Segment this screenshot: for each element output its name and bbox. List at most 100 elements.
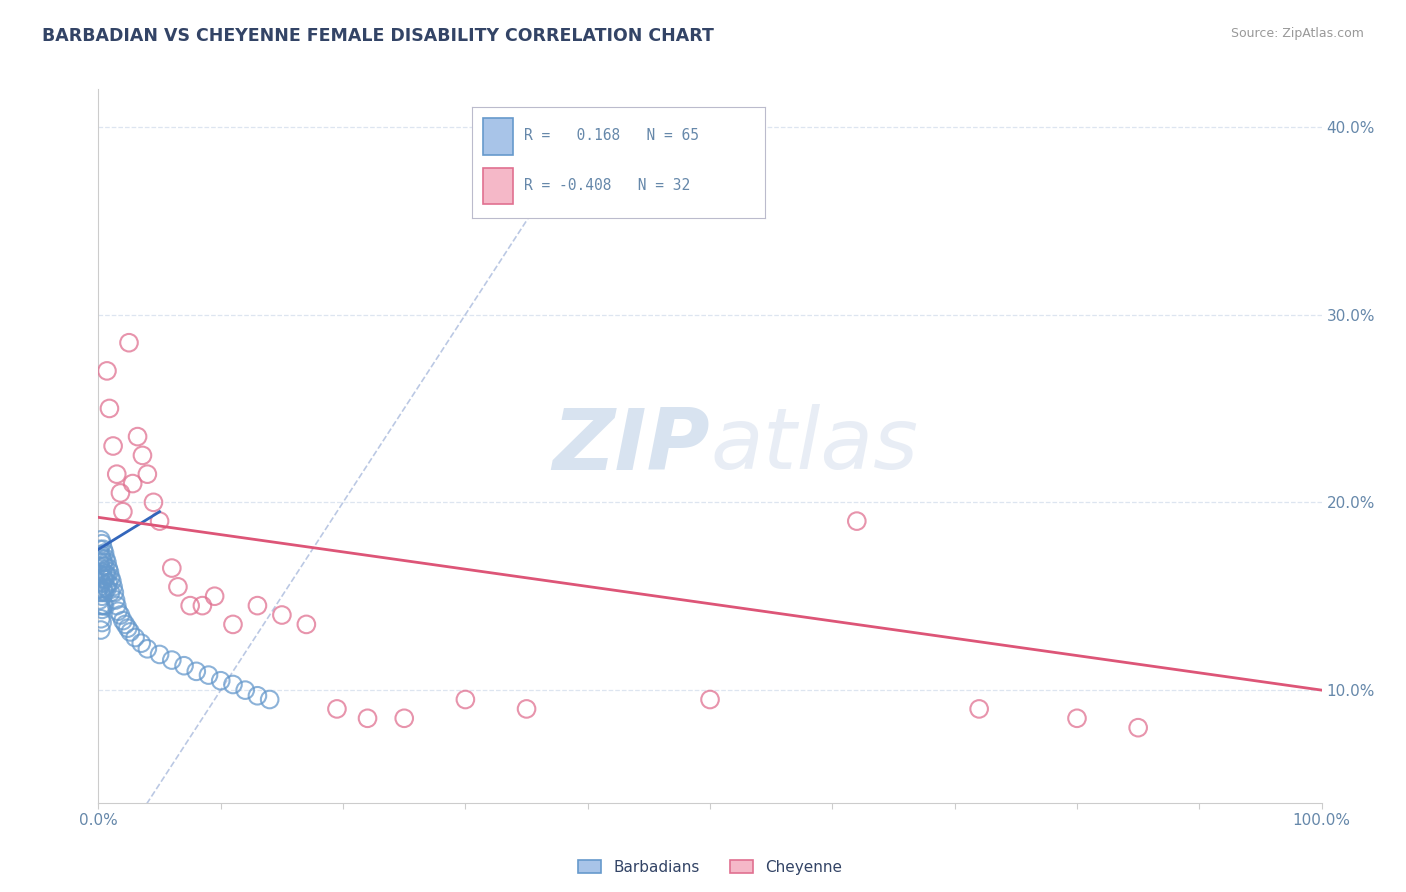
Point <box>90 599 112 613</box>
Point <box>89 556 111 570</box>
Point <box>246 689 269 703</box>
Point <box>89 542 111 557</box>
Point <box>91 570 114 584</box>
Text: ZIP: ZIP <box>553 404 710 488</box>
Point <box>233 683 256 698</box>
Point <box>160 653 183 667</box>
Point <box>97 576 120 591</box>
Point <box>967 702 990 716</box>
Legend: Barbadians, Cheyenne: Barbadians, Cheyenne <box>572 854 848 880</box>
Point <box>91 589 114 603</box>
Point <box>129 636 152 650</box>
Point <box>107 604 129 618</box>
Point <box>120 624 142 639</box>
Point <box>110 486 132 500</box>
Point <box>136 641 159 656</box>
Point <box>1066 711 1088 725</box>
Point <box>246 599 269 613</box>
Point <box>127 429 149 443</box>
Point <box>103 585 125 599</box>
Point <box>515 702 537 716</box>
Point <box>93 599 115 613</box>
Point <box>94 566 117 581</box>
Point <box>105 599 128 613</box>
Point <box>131 449 153 463</box>
Point <box>149 648 172 662</box>
Point <box>94 551 117 566</box>
Point <box>1128 721 1150 735</box>
Point <box>90 623 112 637</box>
Point <box>209 673 232 688</box>
Point <box>105 467 128 482</box>
Point <box>96 582 118 596</box>
Point <box>295 617 318 632</box>
Point <box>142 495 165 509</box>
Point <box>91 551 114 566</box>
Point <box>454 692 477 706</box>
Point <box>89 566 111 581</box>
Point <box>111 614 134 628</box>
Point <box>100 570 122 584</box>
Point <box>204 589 226 603</box>
Text: BARBADIAN VS CHEYENNE FEMALE DISABILITY CORRELATION CHART: BARBADIAN VS CHEYENNE FEMALE DISABILITY … <box>42 27 714 45</box>
Point <box>89 593 111 607</box>
Point <box>91 565 114 579</box>
Point <box>149 514 172 528</box>
Point <box>197 668 219 682</box>
Point <box>90 612 112 626</box>
Point <box>222 617 245 632</box>
Point <box>96 556 118 570</box>
Point <box>91 599 114 613</box>
Point <box>101 439 124 453</box>
Point <box>160 561 183 575</box>
Point <box>93 572 115 586</box>
Text: atlas: atlas <box>710 404 918 488</box>
Point <box>93 546 115 560</box>
Point <box>90 574 112 589</box>
Point <box>222 677 245 691</box>
Point <box>186 665 208 679</box>
Point <box>259 692 281 706</box>
Point <box>96 568 118 582</box>
Point <box>117 621 139 635</box>
Point <box>179 599 201 613</box>
Point <box>91 583 114 598</box>
Point <box>91 602 114 616</box>
Point <box>97 561 120 575</box>
Point <box>96 364 118 378</box>
Point <box>111 505 134 519</box>
Point <box>91 576 114 591</box>
Point <box>93 559 115 574</box>
Point <box>91 542 114 557</box>
Point <box>270 607 294 622</box>
Point <box>90 561 112 575</box>
Point <box>98 565 121 579</box>
Point <box>118 335 141 350</box>
Point <box>90 533 112 547</box>
Point <box>104 593 127 607</box>
Point <box>114 617 136 632</box>
Point <box>121 476 143 491</box>
Point <box>356 711 378 725</box>
Point <box>699 692 721 706</box>
Point <box>101 580 124 594</box>
Point <box>101 574 124 589</box>
Point <box>124 631 146 645</box>
Point <box>136 467 159 482</box>
Point <box>392 711 416 725</box>
Point <box>94 580 117 594</box>
Point <box>191 599 214 613</box>
Point <box>98 401 121 416</box>
Point <box>91 615 114 630</box>
Point <box>90 548 112 562</box>
Point <box>90 585 112 599</box>
Point <box>93 585 115 599</box>
Point <box>100 585 122 599</box>
Point <box>173 658 195 673</box>
Point <box>91 556 114 570</box>
Point <box>110 607 132 622</box>
Point <box>89 580 111 594</box>
Point <box>167 580 190 594</box>
Point <box>845 514 868 528</box>
Point <box>91 536 114 550</box>
